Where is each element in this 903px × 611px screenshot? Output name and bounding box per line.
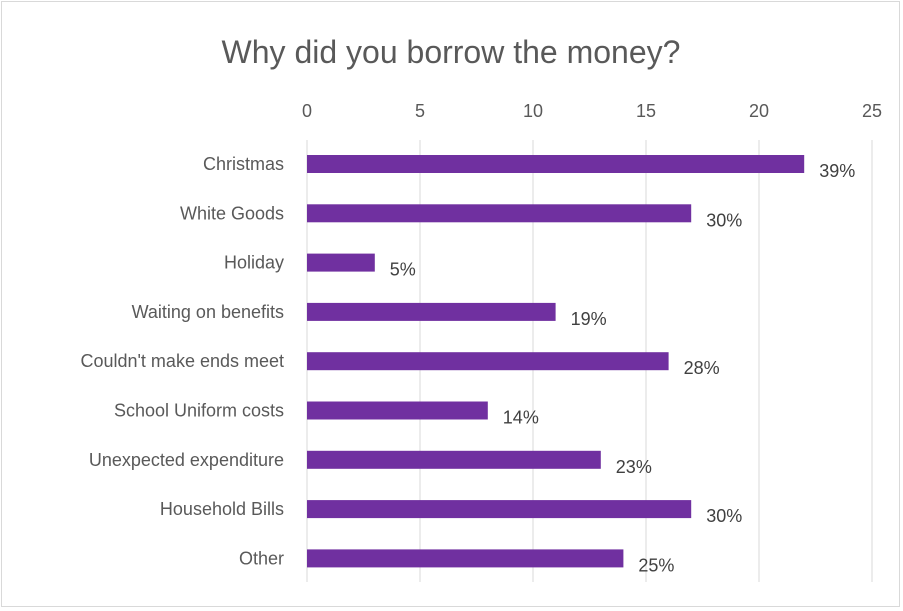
bar: [307, 352, 669, 371]
category-label: Household Bills: [160, 499, 284, 519]
bar: [307, 450, 601, 469]
x-tick-label: 25: [862, 101, 882, 121]
data-label: 30%: [706, 506, 742, 526]
category-label: Unexpected expenditure: [89, 450, 284, 470]
x-tick-label: 15: [636, 101, 656, 121]
data-label: 25%: [638, 555, 674, 575]
data-labels: 39% 30% 5% 19% 28% 14% 23% 30% 25%: [390, 161, 855, 575]
bar: [307, 401, 488, 420]
category-label: Waiting on benefits: [132, 302, 284, 322]
category-label: School Uniform costs: [114, 401, 284, 421]
category-label: Other: [239, 548, 284, 568]
x-tick-label: 20: [749, 101, 769, 121]
data-label: 28%: [684, 358, 720, 378]
bar: [307, 155, 805, 173]
chart-title: Why did you borrow the money?: [222, 34, 681, 70]
category-label: Couldn't make ends meet: [80, 351, 284, 371]
data-label: 39%: [819, 161, 855, 181]
bar: [307, 302, 556, 321]
category-labels: Christmas White Goods Holiday Waiting on be…: [80, 154, 284, 568]
x-tick-label: 0: [302, 101, 312, 121]
bar: [307, 253, 375, 272]
category-label: Holiday: [224, 253, 284, 273]
data-label: 19%: [571, 309, 607, 329]
data-label: 23%: [616, 457, 652, 477]
data-label: 14%: [503, 408, 539, 428]
data-label: 5%: [390, 260, 416, 280]
bar: [307, 500, 692, 519]
category-label: White Goods: [180, 203, 284, 223]
bars: [307, 155, 805, 568]
data-label: 30%: [706, 210, 742, 230]
bar: [307, 204, 692, 223]
bar: [307, 549, 624, 568]
x-axis-ticks: 0 5 10 15 20 25: [302, 101, 882, 121]
x-tick-label: 10: [523, 101, 543, 121]
category-label: Christmas: [203, 154, 284, 174]
x-tick-label: 5: [415, 101, 425, 121]
